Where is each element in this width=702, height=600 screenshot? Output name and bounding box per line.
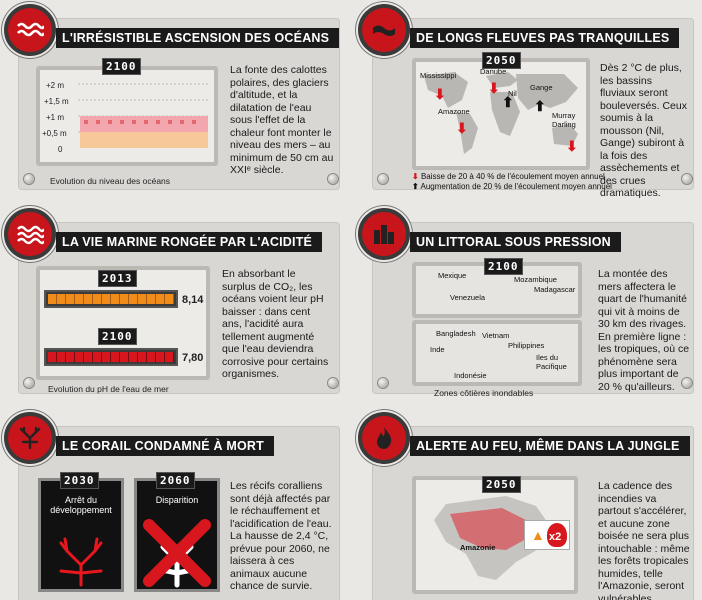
decrease-arrow-icon: ⬇ [434, 86, 446, 102]
map-label: Nil [508, 89, 517, 98]
card-label: Disparition [155, 495, 199, 505]
sea-level-chart: 2100 +2 m +1,5 m +1 m +0,5 m 0 [36, 58, 218, 166]
bar-fill [48, 352, 174, 362]
river-icon [358, 4, 410, 56]
world-rivers-map: 2050 Mississippi Danube Nil Gange Amazon… [412, 52, 590, 170]
increase-arrow-icon: ⬆ [534, 98, 546, 114]
sea-level-base-band [80, 132, 208, 148]
map-label: Vietnam [482, 331, 510, 340]
ph-value: 8,14 [182, 294, 204, 306]
year-box: 2030 [60, 472, 99, 489]
acid-waves-icon [4, 208, 56, 260]
panel-coral: LE CORAIL CONDAMNÉ À MORT Arrêt du dével… [4, 412, 340, 600]
panel-coast: UN LITTORAL SOUS PRESSION 2100 Mexique V… [358, 208, 694, 398]
year-box: 2100 [102, 58, 141, 75]
multiplier-label: x2 [549, 531, 562, 543]
ph-chart: 2013 8,14 2100 7,80 [36, 266, 210, 380]
panel-rivers: DE LONGS FLEUVES PAS TRANQUILLES 2050 Mi… [358, 4, 694, 199]
map-label: Madagascar [534, 285, 576, 294]
year-box: 2100 [484, 258, 523, 275]
chart-caption: Evolution du pH de l'eau de mer [48, 384, 169, 394]
big-flame-icon [547, 523, 567, 547]
map-legend: ⬇ Baisse de 20 à 40 % de l'écoulement mo… [412, 172, 682, 192]
legend-up-label: Augmentation de 20 % de l'écoulement moy… [420, 182, 612, 191]
bar-fill [48, 294, 174, 304]
year-box: 2100 [98, 328, 137, 345]
map-label: Mozambique [514, 275, 557, 284]
legend-down-label: Baisse de 20 à 40 % de l'écoulement moye… [420, 172, 605, 181]
year-box: 2060 [156, 472, 195, 489]
map-label: Inde [430, 345, 445, 354]
coral-icon [4, 412, 56, 464]
panel-description: En absorbant le surplus de CO₂, les océa… [222, 268, 329, 380]
panel-fire: ALERTE AU FEU, MÊME DANS LA JUNGLE 2050 … [358, 412, 694, 600]
fire-multiplier-box: ▲ x2 [524, 520, 570, 550]
year-box: 2013 [98, 270, 137, 287]
map-label: Danube [480, 67, 507, 76]
tick-label: +1 m [46, 113, 64, 122]
chart-caption: Zones côtières inondables [434, 388, 534, 398]
map-label: Iles du Pacifique [536, 353, 567, 371]
panel-title: L'IRRÉSISTIBLE ASCENSION DES OCÉANS [56, 28, 340, 48]
panel-title: LE CORAIL CONDAMNÉ À MORT [56, 436, 274, 456]
decrease-arrow-icon: ⬇ [566, 138, 578, 154]
decrease-arrow-icon: ⬇ [488, 80, 500, 96]
year-box: 2050 [482, 476, 521, 493]
year-box: 2050 [482, 52, 521, 69]
ph-bar-2100 [44, 348, 178, 366]
panel-title: UN LITTORAL SOUS PRESSION [410, 232, 621, 252]
decrease-arrow-icon: ⬇ [412, 172, 419, 181]
ph-value: 7,80 [182, 352, 204, 364]
increase-arrow-icon: ⬆ [502, 94, 514, 110]
panel-title: DE LONGS FLEUVES PAS TRANQUILLES [410, 28, 680, 48]
panel-acid: LA VIE MARINE RONGÉE PAR L'ACIDITÉ 2013 … [4, 208, 340, 394]
flame-icon [358, 412, 410, 464]
panel-description: La cadence des incendies va partout s'ac… [598, 480, 690, 600]
panel-description: Dès 2 °C de plus, les bassins fluviaux s… [600, 62, 687, 199]
panel-title: LA VIE MARINE RONGÉE PAR L'ACIDITÉ [56, 232, 323, 252]
chart-caption: Evolution du niveau des océans [50, 176, 171, 186]
coast-map-top: 2100 Mexique Venezuela Mozambique Madaga… [412, 258, 582, 318]
coral-card-2060: Disparition [134, 478, 220, 592]
waves-icon [4, 4, 56, 56]
increase-arrow-icon: ⬆ [412, 182, 419, 191]
map-label: Venezuela [450, 293, 486, 302]
small-flame-icon: ▲ [531, 527, 545, 543]
map-label: Philippines [508, 341, 545, 350]
tick-label: +0,5 m [42, 129, 67, 138]
panel-description: La fonte des calottes polaires, des glac… [230, 64, 334, 176]
map-label: Indonésie [454, 371, 487, 380]
buildings-icon [358, 208, 410, 260]
tick-label: +1,5 m [44, 97, 69, 106]
map-label: Murray Darling [552, 111, 576, 129]
panel-description: Les récifs coralliens sont déjà affectés… [230, 480, 332, 592]
coast-map-bottom: Bangladesh Vietnam Inde Philippines Iles… [412, 320, 582, 386]
tick-label: +2 m [46, 81, 64, 90]
decrease-arrow-icon: ⬇ [456, 120, 468, 136]
panel-description: La montée des mers affectera le quart de… [598, 268, 690, 393]
map-label: Gange [530, 83, 553, 92]
map-label: Amazone [438, 107, 470, 116]
card-label: Arrêt du développement [50, 495, 112, 515]
map-label: Mississippi [420, 71, 457, 80]
panel-oceans: L'IRRÉSISTIBLE ASCENSION DES OCÉANS 2100… [4, 4, 340, 190]
map-label: Bangladesh [436, 329, 476, 338]
map-label: Amazonie [460, 543, 496, 552]
amazon-map: 2050 Amazonie ▲ x2 [412, 476, 578, 594]
coral-card-2030: Arrêt du développement [38, 478, 124, 592]
map-label: Mexique [438, 271, 467, 280]
tick-label: 0 [58, 145, 63, 154]
panel-title: ALERTE AU FEU, MÊME DANS LA JUNGLE [410, 436, 690, 456]
ph-bar-2013 [44, 290, 178, 308]
